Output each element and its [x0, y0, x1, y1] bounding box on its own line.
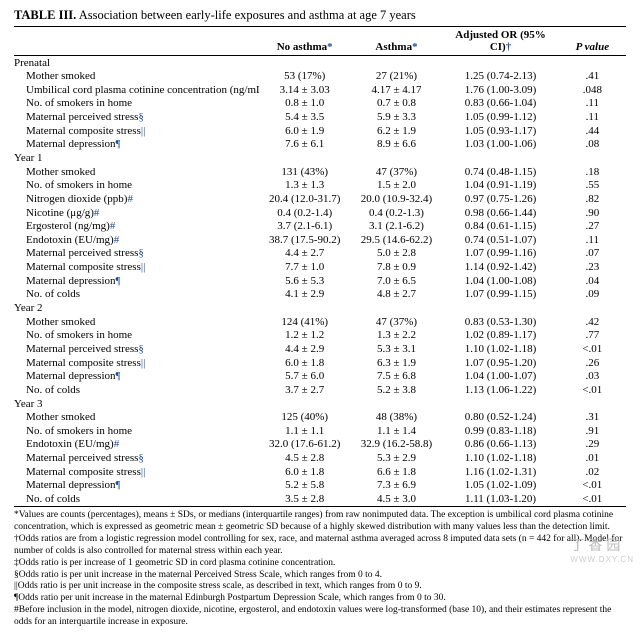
footnote: ¶Odds ratio per unit increase in the mat…	[14, 593, 626, 605]
table-row: Mother smoked125 (40%)48 (38%)0.80 (0.52…	[14, 411, 626, 425]
data-table: No asthma* Asthma* Adjusted OR (95% CI)†…	[14, 26, 626, 507]
footnote: ||Odds ratio is per unit increase in the…	[14, 581, 626, 593]
table-number: TABLE III.	[14, 8, 76, 22]
section-heading: Prenatal	[14, 56, 626, 70]
table-row: Ergosterol (ng/mg)#3.7 (2.1-6.1)3.1 (2.1…	[14, 220, 626, 234]
table-row: Maternal perceived stress§4.4 ± 2.95.3 ±…	[14, 342, 626, 356]
table-body: PrenatalMother smoked53 (17%)27 (21%)1.2…	[14, 56, 626, 507]
table-row: Umbilical cord plasma cotinine concentra…	[14, 83, 626, 97]
footnote: †Odds ratios are from a logistic regress…	[14, 534, 626, 558]
table-row: Mother smoked53 (17%)27 (21%)1.25 (0.74-…	[14, 70, 626, 84]
table-row: No. of smokers in home0.8 ± 1.00.7 ± 0.8…	[14, 97, 626, 111]
table-row: Maternal depression¶7.6 ± 6.18.9 ± 6.61.…	[14, 138, 626, 152]
footnote: §Odds ratio is per unit increase in the …	[14, 570, 626, 582]
col-asthma: Asthma*	[351, 27, 443, 56]
table-row: Endotoxin (EU/mg)#32.0 (17.6-61.2)32.9 (…	[14, 438, 626, 452]
table-row: Maternal composite stress||7.7 ± 1.07.8 …	[14, 261, 626, 275]
table-row: No. of colds3.5 ± 2.84.5 ± 3.01.11 (1.03…	[14, 493, 626, 507]
table-row: Maternal perceived stress§5.4 ± 3.55.9 ±…	[14, 111, 626, 125]
col-pvalue: P value	[559, 27, 626, 56]
section-heading: Year 1	[14, 151, 626, 165]
table-row: Maternal depression¶5.7 ± 6.07.5 ± 6.81.…	[14, 370, 626, 384]
section-heading: Year 2	[14, 302, 626, 316]
footnotes: *Values are counts (percentages), means …	[14, 510, 626, 629]
table-row: Maternal depression¶5.2 ± 5.87.3 ± 6.91.…	[14, 479, 626, 493]
table-row: Nitrogen dioxide (ppb)#20.4 (12.0-31.7)2…	[14, 192, 626, 206]
table-caption: Association between early-life exposures…	[76, 8, 415, 22]
table-row: Maternal perceived stress§4.5 ± 2.85.3 ±…	[14, 452, 626, 466]
table-row: No. of smokers in home1.2 ± 1.21.3 ± 2.2…	[14, 329, 626, 343]
col-or: Adjusted OR (95% CI)†	[442, 27, 558, 56]
table-row: Endotoxin (EU/mg)#38.7 (17.5-90.2)29.5 (…	[14, 233, 626, 247]
header-row: No asthma* Asthma* Adjusted OR (95% CI)†…	[14, 27, 626, 56]
table-row: No. of smokers in home1.3 ± 1.31.5 ± 2.0…	[14, 179, 626, 193]
col-exposure	[14, 27, 259, 56]
table-row: No. of colds3.7 ± 2.75.2 ± 3.81.13 (1.06…	[14, 383, 626, 397]
col-no-asthma: No asthma*	[259, 27, 351, 56]
footnote: #Before inclusion in the model, nitrogen…	[14, 605, 626, 629]
section-heading: Year 3	[14, 397, 626, 411]
table-row: Maternal composite stress||6.0 ± 1.86.6 …	[14, 465, 626, 479]
table-title: TABLE III. Association between early-lif…	[14, 8, 626, 23]
table-row: Nicotine (μg/g)#0.4 (0.2-1.4)0.4 (0.2-1.…	[14, 206, 626, 220]
table-row: Mother smoked131 (43%)47 (37%)0.74 (0.48…	[14, 165, 626, 179]
table-row: No. of smokers in home1.1 ± 1.11.1 ± 1.4…	[14, 424, 626, 438]
table-row: Mother smoked124 (41%)47 (37%)0.83 (0.53…	[14, 315, 626, 329]
table-row: Maternal composite stress||6.0 ± 1.96.2 …	[14, 124, 626, 138]
table-row: Maternal depression¶5.6 ± 5.37.0 ± 6.51.…	[14, 274, 626, 288]
table-row: No. of colds4.1 ± 2.94.8 ± 2.71.07 (0.99…	[14, 288, 626, 302]
footnote: *Values are counts (percentages), means …	[14, 510, 626, 534]
table-row: Maternal perceived stress§4.4 ± 2.75.0 ±…	[14, 247, 626, 261]
table-row: Maternal composite stress||6.0 ± 1.86.3 …	[14, 356, 626, 370]
